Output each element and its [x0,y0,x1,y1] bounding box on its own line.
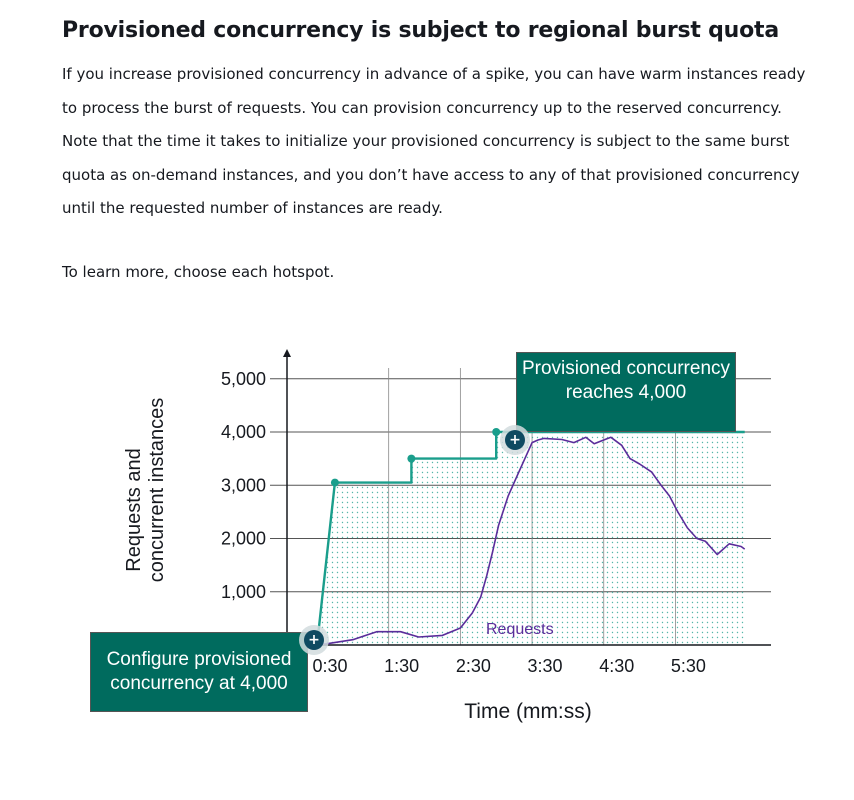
x-tick-label: 2:30 [456,656,491,676]
y-axis-title-line-2: concurrent instances [146,398,168,583]
provisioned-point [492,428,501,436]
y-tick-label: 1,000 [221,582,266,602]
intro-paragraph: If you increase provisioned concurrency … [62,65,806,217]
y-axis-arrow-icon [283,349,291,357]
provisioned-area-fill [317,432,745,645]
x-tick-label: 1:30 [384,656,419,676]
provisioned-point [330,478,339,487]
hotspot-plus-icon-configure[interactable]: + [304,630,324,650]
y-tick-label: 5,000 [221,369,266,389]
y-tick-label: 2,000 [221,529,266,549]
callout-provisioned-reaches-4000: Provisioned concurrency reaches 4,000 [516,352,736,432]
hotspot-plus-icon-provisioned-reaches[interactable]: + [505,430,525,450]
callout-configure-provisioned: Configure provisioned concurrency at 4,0… [90,632,308,712]
y-axis-title-line-1: Requests and [123,448,145,571]
y-tick-label: 4,000 [221,422,266,442]
hotspot-hint: To learn more, choose each hotspot. [62,263,335,281]
x-tick-label: 3:30 [528,656,563,676]
x-axis-title: Time (mm:ss) [464,700,592,723]
y-tick-label: 3,000 [221,475,266,495]
x-tick-label: 5:30 [671,656,706,676]
x-tick-label: 4:30 [599,656,634,676]
provisioned-point [407,454,416,463]
requests-series-label: Requests [486,621,554,638]
page-title: Provisioned concurrency is subject to re… [62,18,780,43]
x-tick-label: 0:30 [312,656,347,676]
requests-series-line [316,436,746,646]
